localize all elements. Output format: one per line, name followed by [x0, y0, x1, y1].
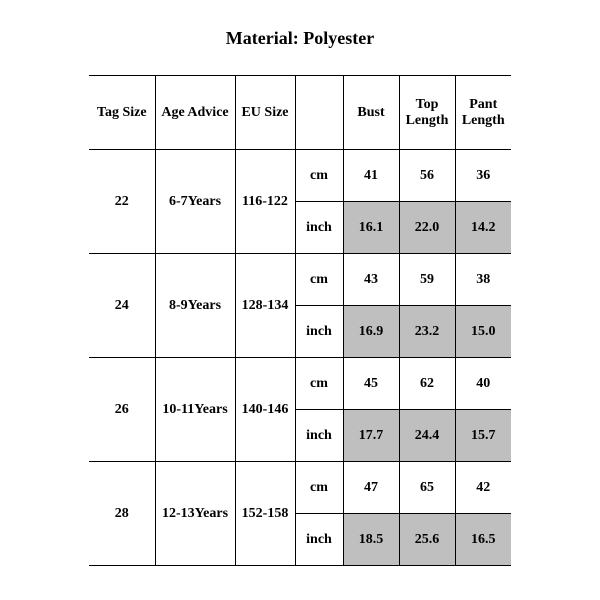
cell-bust: 41 — [343, 150, 399, 202]
cell-age: 10-11Years — [155, 358, 235, 462]
cell-pant: 15.7 — [455, 410, 511, 462]
cell-age: 8-9Years — [155, 254, 235, 358]
cell-eu: 128-134 — [235, 254, 295, 358]
cell-top: 62 — [399, 358, 455, 410]
col-header-tag-size: Tag Size — [89, 76, 155, 150]
cell-top: 23.2 — [399, 306, 455, 358]
cell-unit-cm: cm — [295, 462, 343, 514]
cell-bust: 47 — [343, 462, 399, 514]
table-row: 28 12-13Years 152-158 cm 47 65 42 — [89, 462, 511, 514]
cell-top: 59 — [399, 254, 455, 306]
cell-unit-inch: inch — [295, 514, 343, 566]
cell-pant: 16.5 — [455, 514, 511, 566]
col-header-unit — [295, 76, 343, 150]
page-title: Material: Polyester — [0, 28, 600, 49]
cell-unit-inch: inch — [295, 202, 343, 254]
cell-unit-cm: cm — [295, 254, 343, 306]
cell-tag: 24 — [89, 254, 155, 358]
cell-unit-cm: cm — [295, 358, 343, 410]
col-header-eu-size: EU Size — [235, 76, 295, 150]
table-body: 22 6-7Years 116-122 cm 41 56 36 inch 16.… — [89, 150, 511, 566]
cell-pant: 14.2 — [455, 202, 511, 254]
cell-tag: 22 — [89, 150, 155, 254]
col-header-top-length: Top Length — [399, 76, 455, 150]
cell-pant: 36 — [455, 150, 511, 202]
cell-pant: 40 — [455, 358, 511, 410]
cell-eu: 116-122 — [235, 150, 295, 254]
cell-bust: 18.5 — [343, 514, 399, 566]
col-header-age-advice: Age Advice — [155, 76, 235, 150]
cell-bust: 45 — [343, 358, 399, 410]
col-header-pant-length: Pant Length — [455, 76, 511, 150]
cell-unit-inch: inch — [295, 306, 343, 358]
cell-eu: 140-146 — [235, 358, 295, 462]
cell-eu: 152-158 — [235, 462, 295, 566]
cell-bust: 43 — [343, 254, 399, 306]
table-row: 26 10-11Years 140-146 cm 45 62 40 — [89, 358, 511, 410]
table-row: 22 6-7Years 116-122 cm 41 56 36 — [89, 150, 511, 202]
cell-pant: 42 — [455, 462, 511, 514]
col-header-bust: Bust — [343, 76, 399, 150]
size-table: Tag Size Age Advice EU Size Bust Top Len… — [89, 75, 511, 566]
cell-pant: 15.0 — [455, 306, 511, 358]
cell-bust: 16.9 — [343, 306, 399, 358]
cell-top: 22.0 — [399, 202, 455, 254]
cell-unit-cm: cm — [295, 150, 343, 202]
cell-bust: 17.7 — [343, 410, 399, 462]
cell-tag: 26 — [89, 358, 155, 462]
page: Material: Polyester Tag Size Age Advice … — [0, 0, 600, 600]
table-header-row: Tag Size Age Advice EU Size Bust Top Len… — [89, 76, 511, 150]
cell-age: 6-7Years — [155, 150, 235, 254]
cell-pant: 38 — [455, 254, 511, 306]
cell-bust: 16.1 — [343, 202, 399, 254]
cell-top: 25.6 — [399, 514, 455, 566]
cell-top: 56 — [399, 150, 455, 202]
cell-top: 65 — [399, 462, 455, 514]
table-row: 24 8-9Years 128-134 cm 43 59 38 — [89, 254, 511, 306]
cell-unit-inch: inch — [295, 410, 343, 462]
cell-tag: 28 — [89, 462, 155, 566]
cell-top: 24.4 — [399, 410, 455, 462]
cell-age: 12-13Years — [155, 462, 235, 566]
